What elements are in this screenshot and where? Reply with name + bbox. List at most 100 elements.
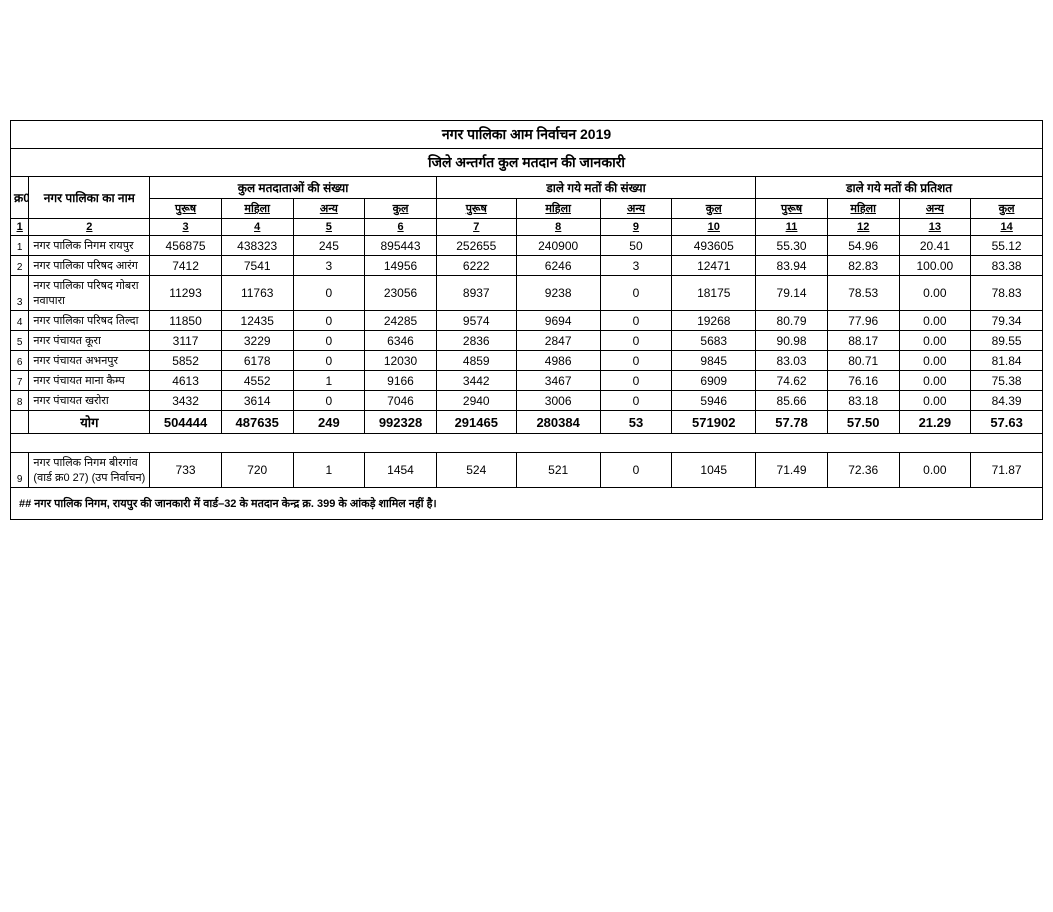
- data-cell: 0: [293, 311, 365, 331]
- total-cell: 280384: [516, 411, 600, 434]
- data-cell: 1: [293, 371, 365, 391]
- data-cell: 4859: [436, 351, 516, 371]
- total-sno: [11, 411, 29, 434]
- data-cell: 6909: [672, 371, 756, 391]
- data-cell: 6222: [436, 256, 516, 276]
- data-cell: 9574: [436, 311, 516, 331]
- total-cell: 57.78: [756, 411, 828, 434]
- data-cell: 84.39: [971, 391, 1043, 411]
- header-sno: क्र0: [11, 177, 29, 219]
- data-cell: 3: [600, 256, 672, 276]
- data-cell: 0: [600, 351, 672, 371]
- col-number: 2: [29, 219, 150, 236]
- data-cell: 245: [293, 236, 365, 256]
- col-number: 10: [672, 219, 756, 236]
- data-cell: 8937: [436, 276, 516, 311]
- data-cell: 9845: [672, 351, 756, 371]
- extra-cell: 71.49: [756, 453, 828, 488]
- extra-cell: 72.36: [827, 453, 899, 488]
- data-cell: 4986: [516, 351, 600, 371]
- extra-cell: 524: [436, 453, 516, 488]
- sub-header: पुरूष: [150, 199, 222, 219]
- data-cell: 9166: [365, 371, 437, 391]
- col-number: 11: [756, 219, 828, 236]
- data-cell: 0.00: [899, 391, 971, 411]
- data-cell: 895443: [365, 236, 437, 256]
- footnote: ## नगर पालिक निगम, रायपुर की जानकारी में…: [11, 488, 1043, 520]
- data-cell: 78.83: [971, 276, 1043, 311]
- total-cell: 53: [600, 411, 672, 434]
- col-number: 12: [827, 219, 899, 236]
- data-cell: 76.16: [827, 371, 899, 391]
- data-cell: 6346: [365, 331, 437, 351]
- extra-cell: 733: [150, 453, 222, 488]
- sub-header: महिला: [516, 199, 600, 219]
- sub-header: पुरूष: [756, 199, 828, 219]
- data-cell: 5683: [672, 331, 756, 351]
- sub-header: अन्य: [899, 199, 971, 219]
- data-cell: 80.71: [827, 351, 899, 371]
- data-cell: 0: [600, 331, 672, 351]
- data-cell: 7412: [150, 256, 222, 276]
- total-cell: 21.29: [899, 411, 971, 434]
- total-cell: 992328: [365, 411, 437, 434]
- sub-header: पुरूष: [436, 199, 516, 219]
- row-sno: 2: [11, 256, 29, 276]
- data-cell: 0.00: [899, 331, 971, 351]
- data-cell: 82.83: [827, 256, 899, 276]
- data-cell: 7046: [365, 391, 437, 411]
- data-cell: 9238: [516, 276, 600, 311]
- data-cell: 12030: [365, 351, 437, 371]
- sub-header: कुल: [672, 199, 756, 219]
- col-number: 13: [899, 219, 971, 236]
- data-cell: 79.14: [756, 276, 828, 311]
- total-cell: 571902: [672, 411, 756, 434]
- data-cell: 0: [600, 391, 672, 411]
- extra-cell: 71.87: [971, 453, 1043, 488]
- data-cell: 54.96: [827, 236, 899, 256]
- data-cell: 20.41: [899, 236, 971, 256]
- data-cell: 3117: [150, 331, 222, 351]
- data-cell: 100.00: [899, 256, 971, 276]
- col-number: 9: [600, 219, 672, 236]
- data-cell: 83.38: [971, 256, 1043, 276]
- data-cell: 88.17: [827, 331, 899, 351]
- sub-header: कुल: [365, 199, 437, 219]
- row-sno: 1: [11, 236, 29, 256]
- data-cell: 24285: [365, 311, 437, 331]
- data-cell: 11850: [150, 311, 222, 331]
- total-cell: 504444: [150, 411, 222, 434]
- row-sno: 6: [11, 351, 29, 371]
- data-cell: 438323: [221, 236, 293, 256]
- data-cell: 0: [600, 276, 672, 311]
- row-sno: 4: [11, 311, 29, 331]
- data-cell: 4552: [221, 371, 293, 391]
- data-cell: 2940: [436, 391, 516, 411]
- data-cell: 0: [600, 311, 672, 331]
- extra-cell: 0: [600, 453, 672, 488]
- data-cell: 4613: [150, 371, 222, 391]
- row-name: नगर पंचायत माना कैम्प: [29, 371, 150, 391]
- header-group-percentage: डाले गये मतों की प्रतिशत: [756, 177, 1043, 199]
- sub-title: जिले अन्तर्गत कुल मतदान की जानकारी: [11, 149, 1043, 177]
- total-cell: 487635: [221, 411, 293, 434]
- data-cell: 3: [293, 256, 365, 276]
- data-cell: 3432: [150, 391, 222, 411]
- total-cell: 57.50: [827, 411, 899, 434]
- header-group-votes-cast: डाले गये मतों की संख्या: [436, 177, 755, 199]
- data-cell: 240900: [516, 236, 600, 256]
- col-number: 1: [11, 219, 29, 236]
- row-name: नगर पंचायत खरोरा: [29, 391, 150, 411]
- data-cell: 12471: [672, 256, 756, 276]
- data-cell: 12435: [221, 311, 293, 331]
- data-cell: 85.66: [756, 391, 828, 411]
- data-cell: 79.34: [971, 311, 1043, 331]
- data-cell: 0.00: [899, 276, 971, 311]
- data-cell: 90.98: [756, 331, 828, 351]
- row-sno: 8: [11, 391, 29, 411]
- data-cell: 3006: [516, 391, 600, 411]
- total-cell: 249: [293, 411, 365, 434]
- data-cell: 18175: [672, 276, 756, 311]
- sub-header: महिला: [221, 199, 293, 219]
- data-cell: 83.18: [827, 391, 899, 411]
